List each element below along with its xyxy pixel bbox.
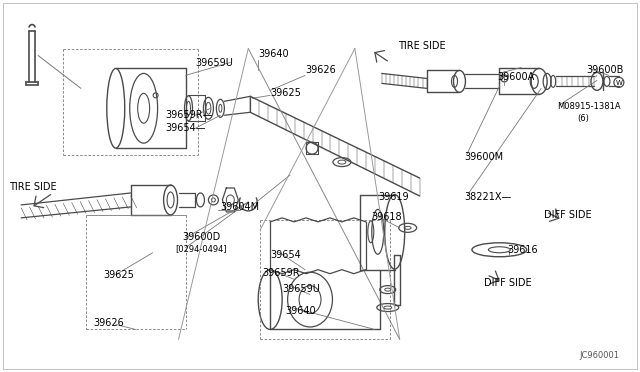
Text: 39654—: 39654—	[166, 123, 206, 133]
Text: 39626: 39626	[305, 65, 336, 76]
Text: 39600D: 39600D	[182, 232, 221, 242]
Text: TIRE SIDE: TIRE SIDE	[9, 182, 57, 192]
Text: JC960001: JC960001	[579, 352, 619, 360]
Text: [0294-0494]: [0294-0494]	[175, 244, 227, 253]
Text: 39659U: 39659U	[282, 283, 320, 294]
Text: 39604M: 39604M	[220, 202, 259, 212]
Text: 39600A: 39600A	[497, 73, 534, 83]
Text: 39618: 39618	[372, 212, 403, 222]
Text: (6): (6)	[577, 114, 589, 123]
Text: 39625: 39625	[270, 89, 301, 98]
Text: 39600M: 39600M	[465, 152, 504, 162]
Text: M08915-1381A: M08915-1381A	[557, 102, 621, 111]
Text: 39640: 39640	[285, 305, 316, 315]
Text: 39619: 39619	[379, 192, 410, 202]
Text: 39640: 39640	[258, 48, 289, 58]
Text: 38221X—: 38221X—	[465, 192, 512, 202]
Text: 39616: 39616	[508, 245, 538, 255]
Text: DIFF SIDE: DIFF SIDE	[544, 210, 592, 220]
Text: TIRE SIDE: TIRE SIDE	[397, 41, 445, 51]
Text: 39659R—: 39659R—	[166, 110, 213, 120]
Text: 39626: 39626	[93, 318, 124, 327]
Text: 39659R: 39659R	[262, 268, 300, 278]
Text: DIFF SIDE: DIFF SIDE	[484, 278, 532, 288]
Text: 39654: 39654	[270, 250, 301, 260]
Text: 39659U: 39659U	[195, 58, 234, 68]
Text: W: W	[616, 80, 623, 86]
Text: 39600B: 39600B	[586, 65, 623, 76]
Text: 39625: 39625	[103, 270, 134, 280]
